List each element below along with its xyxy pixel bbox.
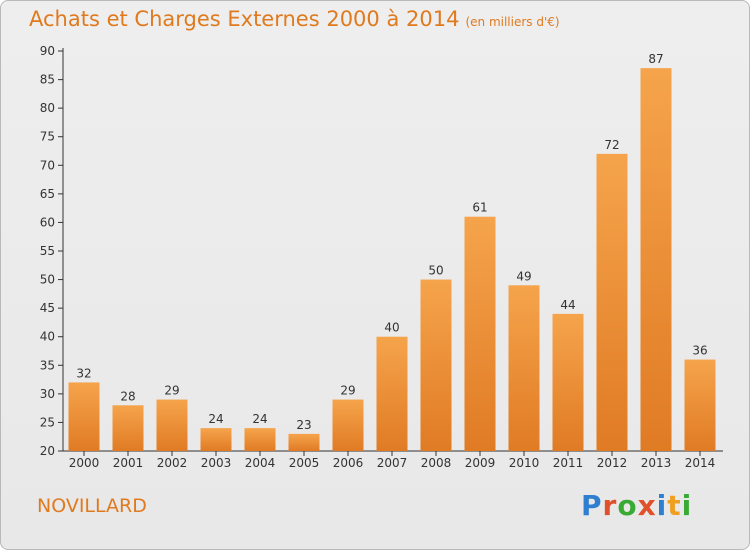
logo-letter: o	[617, 489, 638, 522]
bar	[376, 336, 408, 451]
data-label: 72	[604, 138, 619, 152]
y-tick-label: 20	[40, 444, 55, 458]
y-tick-label: 40	[40, 330, 55, 344]
x-tick-label: 2001	[113, 456, 144, 470]
x-tick-label: 2014	[685, 456, 716, 470]
chart-title: Achats et Charges Externes 2000 à 2014 (e…	[29, 7, 560, 31]
data-label: 40	[384, 321, 399, 335]
data-label: 23	[296, 418, 311, 432]
bars: 32 28 29 24 24 23 29 40 50 61 49 44 72 87 36	[68, 52, 716, 452]
logo-letter: i	[681, 489, 693, 522]
data-label: 49	[516, 269, 531, 283]
bar	[332, 399, 364, 451]
x-tick-label: 2002	[157, 456, 188, 470]
y-tick-label: 55	[40, 244, 55, 258]
chart-title-text: Achats et Charges Externes 2000 à 2014	[29, 7, 460, 31]
data-label: 36	[692, 344, 707, 358]
logo-letter: r	[602, 489, 618, 522]
bar	[200, 428, 232, 451]
bar	[288, 433, 320, 451]
x-tick-label: 2006	[333, 456, 364, 470]
bar	[640, 68, 672, 452]
bar	[112, 405, 144, 451]
y-tick-label: 50	[40, 273, 55, 287]
bar	[596, 153, 628, 451]
bar	[156, 399, 188, 451]
bar	[68, 382, 100, 451]
x-tick-label: 2009	[465, 456, 496, 470]
proxiti-logo: Proxiti	[581, 489, 692, 522]
y-tick-label: 70	[40, 158, 55, 172]
x-tick-label: 2013	[641, 456, 672, 470]
x-tick-label: 2005	[289, 456, 320, 470]
y-tick-label: 25	[40, 415, 55, 429]
x-tick-label: 2010	[509, 456, 540, 470]
data-label: 50	[428, 264, 443, 278]
x-tick-label: 2004	[245, 456, 276, 470]
data-label: 32	[76, 366, 91, 380]
bar	[684, 359, 716, 451]
x-tick-label: 2000	[69, 456, 100, 470]
x-tick-label: 2003	[201, 456, 232, 470]
data-label: 61	[472, 201, 487, 215]
x-tick-label: 2007	[377, 456, 408, 470]
data-label: 24	[208, 412, 223, 426]
data-label: 87	[648, 52, 663, 66]
logo-letter: t	[667, 489, 682, 522]
data-label: 28	[120, 389, 135, 403]
y-tick-label: 65	[40, 187, 55, 201]
axes: 20 25 30 35 40 45 50 55 60 65 70 75 80 85 90 2000 2001 20…	[40, 44, 723, 470]
y-tick-label: 45	[40, 301, 55, 315]
logo-letter: x	[637, 489, 657, 522]
x-tick-label: 2012	[597, 456, 628, 470]
commune-name: NOVILLARD	[37, 495, 147, 517]
x-tick-label: 2008	[421, 456, 452, 470]
y-tick-label: 75	[40, 130, 55, 144]
y-tick-label: 90	[40, 44, 55, 58]
x-tick-label: 2011	[553, 456, 584, 470]
data-label: 44	[560, 298, 575, 312]
y-tick-label: 30	[40, 387, 55, 401]
bar	[244, 428, 276, 451]
data-label: 24	[252, 412, 267, 426]
bar	[508, 285, 540, 451]
logo-letter: P	[581, 489, 603, 522]
chart-unit-label: (en milliers d'€)	[465, 15, 560, 29]
bar	[552, 313, 584, 451]
bar	[420, 279, 452, 451]
data-label: 29	[340, 384, 355, 398]
bar	[464, 216, 496, 451]
logo-letter: i	[656, 489, 668, 522]
y-tick-label: 85	[40, 73, 55, 87]
y-tick-label: 60	[40, 215, 55, 229]
data-label: 29	[164, 384, 179, 398]
y-tick-label: 35	[40, 358, 55, 372]
y-tick-label: 80	[40, 101, 55, 115]
